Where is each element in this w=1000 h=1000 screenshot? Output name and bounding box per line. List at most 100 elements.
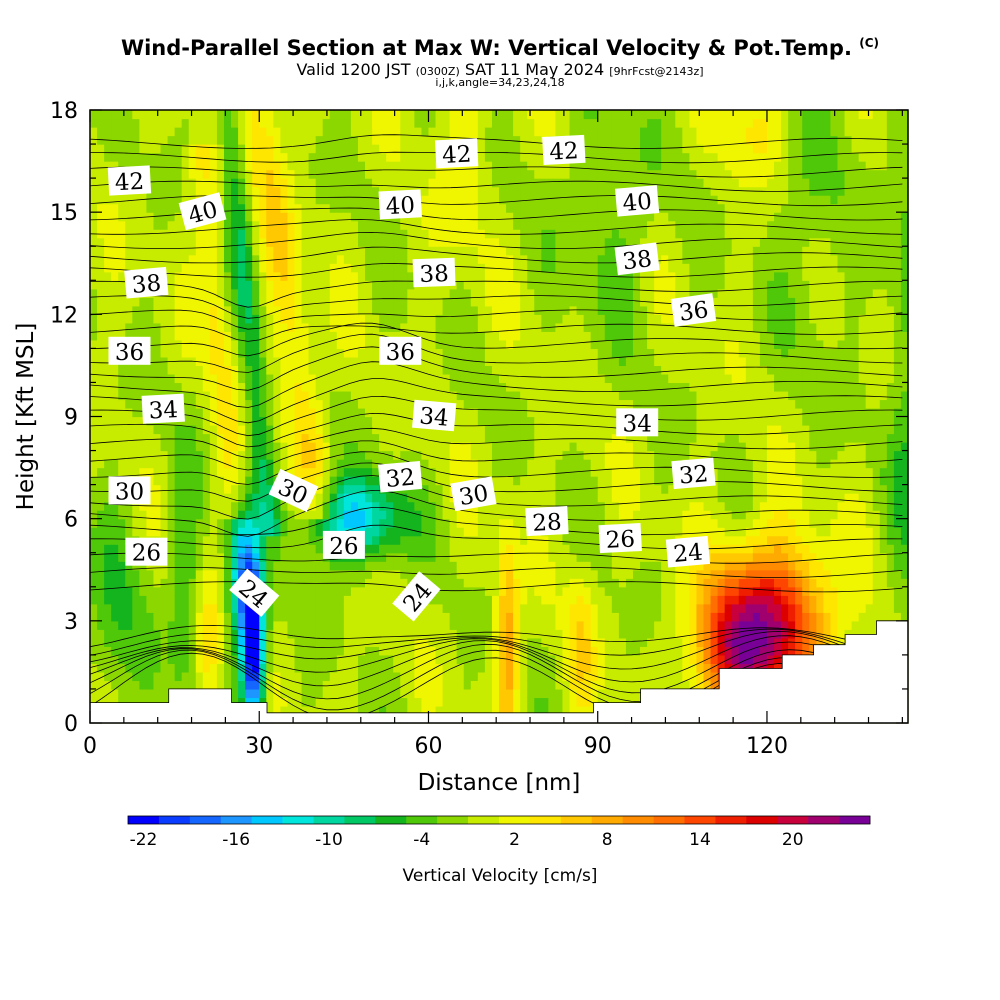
velocity-cell (118, 365, 126, 375)
velocity-cell (491, 433, 500, 443)
velocity-cell (513, 646, 521, 656)
velocity-cell (125, 203, 133, 213)
velocity-cell (336, 484, 345, 494)
velocity-cell (322, 135, 331, 145)
velocity-cell (421, 552, 430, 562)
velocity-cell (400, 161, 408, 171)
velocity-cell (365, 169, 373, 179)
velocity-cell (329, 365, 338, 375)
velocity-cell (266, 578, 274, 588)
velocity-cell (252, 467, 260, 477)
velocity-cell (259, 535, 267, 545)
velocity-cell (322, 348, 331, 358)
velocity-cell (527, 203, 535, 213)
velocity-cell (294, 356, 303, 367)
velocity-cell (231, 637, 239, 647)
velocity-cell (90, 476, 98, 486)
velocity-cell (209, 561, 218, 571)
velocity-cell (97, 152, 105, 162)
velocity-cell (90, 663, 98, 673)
velocity-cell (132, 161, 140, 171)
velocity-cell (393, 399, 401, 409)
velocity-cell (548, 629, 557, 639)
velocity-cell (181, 544, 190, 554)
velocity-cell (407, 680, 415, 690)
velocity-cell (357, 382, 366, 392)
velocity-cell (322, 373, 331, 384)
velocity-cell (527, 390, 535, 401)
velocity-cell (308, 305, 317, 315)
velocity-cell (280, 178, 289, 188)
velocity-cell (308, 297, 317, 307)
velocity-cell (435, 450, 444, 460)
velocity-cell (153, 203, 162, 213)
velocity-cell (315, 510, 324, 520)
velocity-cell (280, 450, 289, 460)
velocity-cell (555, 425, 564, 435)
velocity-cell (139, 603, 148, 613)
velocity-cell (470, 510, 479, 520)
velocity-cell (301, 178, 310, 188)
velocity-cell (322, 186, 331, 196)
velocity-cell (484, 629, 493, 639)
velocity-cell (357, 586, 366, 596)
velocity-cell (167, 578, 176, 588)
velocity-cell (90, 654, 98, 664)
velocity-cell (259, 322, 267, 332)
velocity-cell (562, 348, 571, 358)
velocity-cell (435, 603, 444, 613)
velocity-cell (569, 646, 578, 656)
velocity-cell (407, 705, 415, 716)
velocity-cell (209, 135, 218, 145)
velocity-cell (372, 195, 380, 205)
velocity-cell (188, 161, 197, 171)
velocity-cell (153, 144, 162, 154)
velocity-cell (491, 518, 500, 528)
velocity-cell (301, 442, 310, 452)
velocity-cell (484, 467, 493, 477)
velocity-cell (294, 288, 303, 298)
velocity-cell (520, 331, 528, 341)
velocity-cell (365, 127, 373, 137)
velocity-cell (139, 595, 148, 605)
velocity-cell (343, 629, 352, 639)
velocity-cell (414, 297, 423, 307)
velocity-cell (548, 280, 557, 290)
velocity-cell (365, 356, 373, 367)
velocity-cell (513, 220, 521, 230)
velocity-cell (132, 697, 140, 707)
velocity-cell (548, 654, 557, 664)
velocity-cell (484, 305, 493, 315)
velocity-cell (463, 331, 472, 341)
velocity-cell (463, 348, 472, 358)
velocity-cell (329, 442, 338, 452)
velocity-cell (491, 705, 500, 716)
velocity-cell (287, 169, 296, 179)
velocity-cell (160, 671, 169, 682)
velocity-cell (238, 569, 246, 579)
velocity-cell (146, 527, 155, 537)
velocity-cell (308, 476, 317, 486)
velocity-cell (555, 331, 564, 341)
velocity-cell (259, 501, 267, 511)
velocity-cell (329, 229, 338, 239)
velocity-cell (167, 510, 176, 520)
velocity-cell (407, 433, 415, 443)
velocity-cell (259, 127, 267, 137)
velocity-cell (273, 399, 281, 409)
velocity-cell (372, 407, 380, 418)
velocity-cell (491, 578, 500, 588)
velocity-cell (315, 186, 324, 196)
velocity-cell (365, 442, 373, 452)
velocity-cell (266, 373, 274, 384)
velocity-cell (499, 373, 507, 384)
velocity-cell (428, 510, 437, 520)
velocity-cell (484, 654, 493, 664)
velocity-cell (562, 297, 571, 307)
velocity-cell (548, 348, 557, 358)
velocity-cell (231, 263, 239, 273)
velocity-cell (223, 161, 232, 171)
velocity-cell (90, 646, 98, 656)
velocity-cell (160, 110, 169, 120)
velocity-cell (393, 561, 401, 571)
